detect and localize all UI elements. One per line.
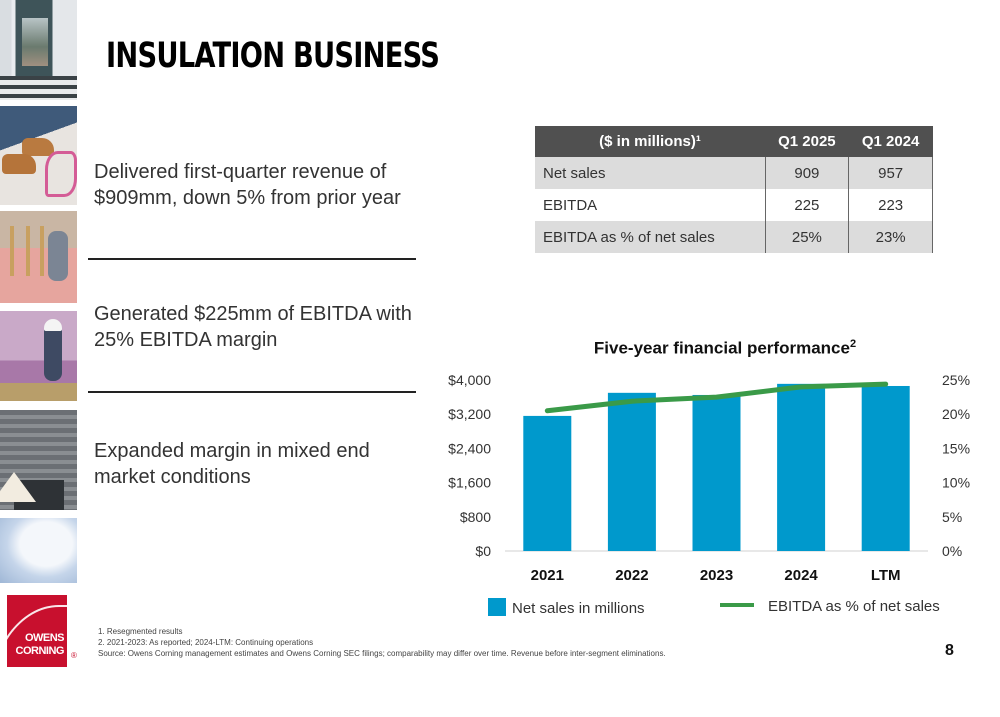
x-tick-label: 2021: [531, 567, 564, 584]
logo-arc: [0, 605, 67, 717]
bar-2024: [777, 384, 825, 551]
legend-item-ebitda: EBITDA as % of net sales: [720, 598, 940, 615]
page-number: 8: [945, 642, 954, 660]
y-left-tick-label: $0: [475, 543, 491, 559]
footnote: 1. Resegmented results: [98, 627, 183, 637]
owens-corning-logo: OWENS CORNING: [7, 595, 67, 667]
legend-label: Net sales in millions: [512, 600, 645, 617]
legend-item-net-sales: Net sales in millions: [488, 598, 645, 617]
five-year-chart: $0 $800 $1,600 $2,400 $3,200 $4,000 0% 5% 10% 15%…: [0, 0, 1000, 600]
bar-2022: [608, 393, 656, 551]
y-left-tick-label: $800: [460, 509, 491, 525]
y-left-tick-label: $3,200: [448, 406, 491, 422]
legend-swatch-line: [720, 603, 754, 607]
logo-text: CORNING: [16, 645, 64, 657]
y-left-tick-label: $1,600: [448, 475, 491, 491]
bar-2021: [523, 416, 571, 551]
y-right-tick-label: 20%: [942, 406, 970, 422]
y-right-tick-label: 15%: [942, 440, 970, 456]
y-left-tick-label: $2,400: [448, 440, 491, 456]
bar-ltm: [862, 386, 910, 551]
x-tick-label: 2023: [700, 567, 733, 584]
y-right-tick-label: 0%: [942, 543, 962, 559]
x-tick-label: 2024: [784, 567, 818, 584]
x-tick-label: 2022: [615, 567, 648, 584]
y-left-tick-label: $4,000: [448, 372, 491, 388]
registered-mark: ®: [71, 651, 77, 660]
y-right-tick-label: 5%: [942, 509, 962, 525]
bar-2023: [693, 395, 741, 551]
y-right-tick-label: 10%: [942, 475, 970, 491]
footnote-source: Source: Owens Corning management estimat…: [98, 649, 666, 659]
logo-text: OWENS: [25, 632, 64, 644]
footnote: 2. 2021-2023: As reported; 2024-LTM: Con…: [98, 638, 313, 648]
legend-swatch-bar: [488, 598, 506, 616]
x-tick-label: LTM: [871, 567, 901, 584]
legend-label: EBITDA as % of net sales: [768, 598, 940, 615]
y-right-tick-label: 25%: [942, 372, 970, 388]
